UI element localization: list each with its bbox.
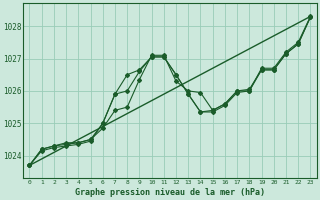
X-axis label: Graphe pression niveau de la mer (hPa): Graphe pression niveau de la mer (hPa) bbox=[75, 188, 265, 197]
